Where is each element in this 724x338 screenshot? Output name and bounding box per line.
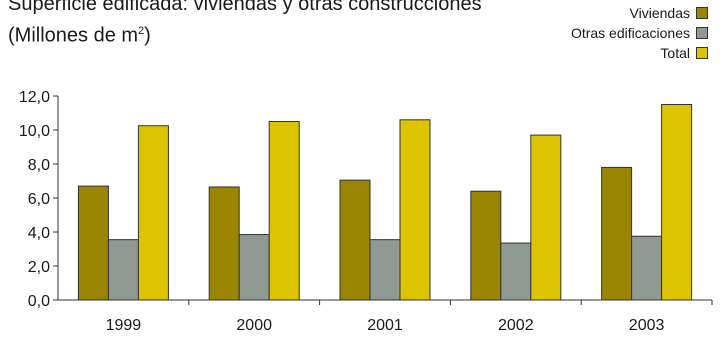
bar-viviendas-2001 — [339, 179, 371, 301]
chart-title-block: Superficie edificada: viviendas y otras … — [8, 0, 482, 50]
bar-otras-edificaciones-2000 — [238, 234, 270, 301]
bar-otras-edificaciones-2003 — [631, 235, 663, 301]
bar-total-2000 — [268, 121, 300, 301]
x-tick-label: 2003 — [629, 317, 665, 334]
subtitle-superscript: 2 — [138, 25, 145, 37]
chart-title: Superficie edificada: viviendas y otras … — [8, 0, 482, 15]
bar-viviendas-2000 — [208, 186, 240, 301]
subtitle-text: (Millones de m — [8, 24, 139, 47]
bar-total-2002 — [530, 134, 562, 301]
legend-label-viviendas: Viviendas — [629, 5, 690, 21]
x-tick-label: 2002 — [498, 317, 534, 334]
y-tick-label: 0,0 — [28, 293, 50, 310]
y-tick-label: 2,0 — [28, 259, 50, 276]
y-tick-label: 6,0 — [28, 191, 50, 208]
legend-swatch-viviendas — [696, 7, 708, 19]
bar-otras-edificaciones-2002 — [500, 242, 532, 301]
y-tick-label: 4,0 — [28, 225, 50, 242]
legend-swatch-otras-edificaciones — [696, 27, 708, 39]
y-tick-label: 8,0 — [28, 157, 50, 174]
x-tick-label: 2000 — [236, 317, 272, 334]
subtitle-suffix: ) — [144, 24, 151, 47]
bar-viviendas-2003 — [601, 166, 633, 301]
bar-otras-edificaciones-1999 — [107, 239, 139, 301]
bar-total-1999 — [137, 125, 169, 301]
legend-label-total: Total — [660, 45, 690, 61]
bar-total-2001 — [399, 119, 431, 301]
legend-item-otras-edificaciones: Otras edificaciones — [571, 23, 708, 43]
chart-legend: Viviendas Otras edificaciones Total — [571, 3, 708, 63]
chart-subtitle: (Millones de m2) — [8, 18, 482, 50]
legend-item-total: Total — [571, 43, 708, 63]
bar-viviendas-2002 — [470, 190, 502, 301]
y-tick-label: 10,0 — [19, 123, 50, 140]
bar-total-2003 — [661, 104, 693, 301]
legend-label-otras-edificaciones: Otras edificaciones — [570, 25, 690, 41]
y-tick-label: 12,0 — [19, 89, 50, 106]
legend-item-viviendas: Viviendas — [571, 3, 708, 23]
legend-swatch-total — [696, 47, 708, 59]
bar-otras-edificaciones-2001 — [369, 239, 401, 301]
x-tick-label: 2001 — [367, 317, 403, 334]
x-tick-label: 1999 — [106, 317, 142, 334]
bar-viviendas-1999 — [77, 185, 109, 301]
